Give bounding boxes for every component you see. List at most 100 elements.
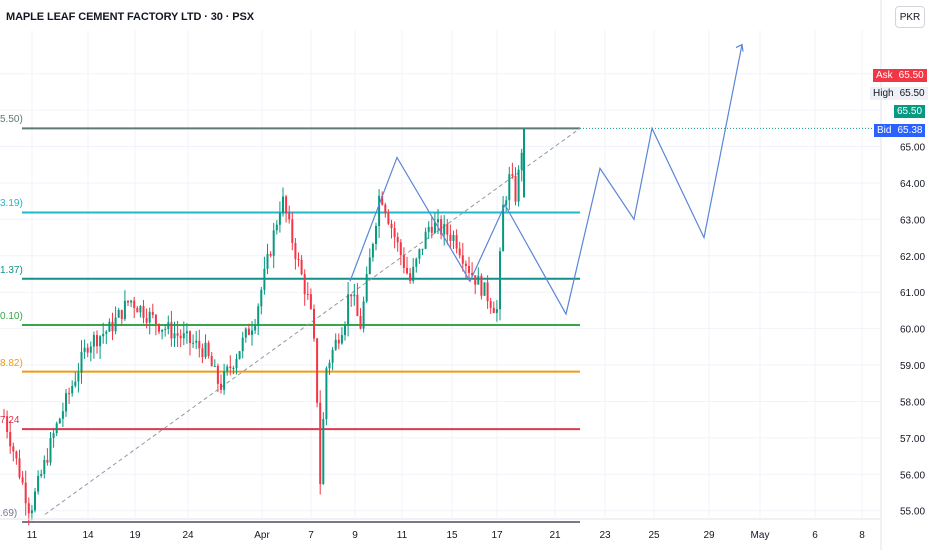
candle-body bbox=[502, 204, 505, 252]
candle-body bbox=[68, 393, 71, 395]
candle-body bbox=[474, 275, 477, 285]
candle-body bbox=[421, 248, 424, 250]
level-label: 7.24 bbox=[0, 415, 20, 427]
candle-body bbox=[257, 306, 260, 326]
candle-body bbox=[325, 368, 328, 420]
candle-body bbox=[37, 475, 40, 492]
candle-body bbox=[272, 230, 275, 256]
candle-body bbox=[34, 491, 36, 511]
candle-body bbox=[282, 196, 284, 214]
candle-body bbox=[232, 367, 235, 369]
time-tick-label: 29 bbox=[703, 530, 715, 541]
candle-body bbox=[74, 381, 77, 386]
time-tick-label: 24 bbox=[182, 530, 194, 541]
candle-body bbox=[99, 336, 102, 347]
candle-body bbox=[520, 152, 523, 170]
candle-body bbox=[170, 322, 173, 339]
candle-body bbox=[49, 438, 52, 463]
candle-body bbox=[359, 315, 362, 329]
candle-body bbox=[275, 224, 278, 231]
candle-body bbox=[514, 175, 517, 202]
candle-body bbox=[55, 423, 58, 434]
time-tick-label: 21 bbox=[549, 530, 561, 541]
candle-body bbox=[309, 294, 312, 309]
time-tick-label: 14 bbox=[82, 530, 94, 541]
candle-body bbox=[127, 300, 129, 303]
candle-body bbox=[437, 219, 439, 223]
candle-body bbox=[77, 372, 80, 382]
candle-body bbox=[3, 416, 5, 418]
candle-body bbox=[80, 351, 83, 373]
candle-body bbox=[517, 169, 520, 202]
price-tick-label: 55.00 bbox=[900, 507, 925, 518]
candle-body bbox=[464, 263, 467, 266]
candle-body bbox=[133, 300, 136, 308]
candle-body bbox=[337, 339, 340, 344]
trend-dashed-line bbox=[44, 127, 581, 515]
price-axis: 67.0066.0065.0064.0063.0062.0061.0060.00… bbox=[880, 0, 925, 550]
projection-polyline bbox=[349, 44, 743, 316]
price-tick-label: 59.00 bbox=[900, 361, 925, 372]
candle-body bbox=[319, 402, 322, 485]
candle-body bbox=[300, 260, 303, 275]
candle-body bbox=[251, 330, 253, 335]
candle-body bbox=[313, 308, 315, 339]
candle-body bbox=[499, 251, 501, 310]
candle-body bbox=[285, 196, 288, 214]
time-tick-label: Apr bbox=[254, 530, 270, 541]
candle-body bbox=[9, 431, 12, 447]
candle-body bbox=[288, 213, 291, 220]
candle-body bbox=[120, 309, 123, 320]
candle-body bbox=[65, 393, 67, 412]
currency-button[interactable]: PKR bbox=[895, 6, 925, 28]
candle-body bbox=[229, 366, 232, 369]
candle-body bbox=[173, 333, 176, 339]
candle-body bbox=[151, 311, 154, 315]
candle-body bbox=[21, 477, 24, 483]
candle-body bbox=[216, 365, 219, 384]
candle-body bbox=[15, 451, 18, 459]
candle-body bbox=[254, 325, 257, 331]
candle-body bbox=[182, 333, 185, 339]
candle-body bbox=[387, 213, 390, 224]
candle-body bbox=[52, 433, 55, 439]
price-tick-label: 65.00 bbox=[900, 143, 925, 154]
candle-body bbox=[244, 328, 247, 338]
last-price-value: 65.50 bbox=[897, 106, 923, 117]
level-label: 0.10) bbox=[0, 310, 23, 322]
candle-body bbox=[390, 223, 393, 229]
candle-body bbox=[371, 244, 374, 258]
candle-body bbox=[108, 321, 111, 332]
candle-body bbox=[378, 195, 381, 226]
candle-body bbox=[71, 385, 74, 394]
candle-body bbox=[102, 333, 105, 337]
candle-body bbox=[111, 321, 114, 332]
candle-body bbox=[158, 324, 160, 332]
candle-body bbox=[443, 223, 446, 235]
candle-body bbox=[260, 289, 263, 307]
candle-body bbox=[61, 411, 64, 419]
candle-body bbox=[480, 275, 483, 296]
last-price-tag: 65.50 bbox=[894, 105, 926, 118]
candle-body bbox=[226, 366, 229, 372]
candle-body bbox=[402, 255, 405, 268]
ask-tag: Ask 65.50 bbox=[873, 69, 927, 82]
candle-body bbox=[142, 306, 145, 319]
candle-body bbox=[418, 249, 421, 259]
candle-body bbox=[263, 268, 266, 290]
time-tick-label: 8 bbox=[859, 530, 865, 541]
candle-body bbox=[347, 294, 350, 326]
candle-body bbox=[154, 314, 157, 325]
candle-body bbox=[266, 253, 269, 269]
candle-body bbox=[12, 446, 15, 452]
candle-body bbox=[340, 335, 343, 344]
candle-body bbox=[201, 348, 204, 358]
candle-body bbox=[331, 349, 334, 363]
candle-body bbox=[189, 331, 191, 344]
candle-body bbox=[495, 309, 498, 313]
candle-body bbox=[130, 300, 133, 303]
candle-body bbox=[381, 195, 384, 205]
candle-body bbox=[446, 223, 449, 235]
candle-body bbox=[43, 459, 46, 474]
